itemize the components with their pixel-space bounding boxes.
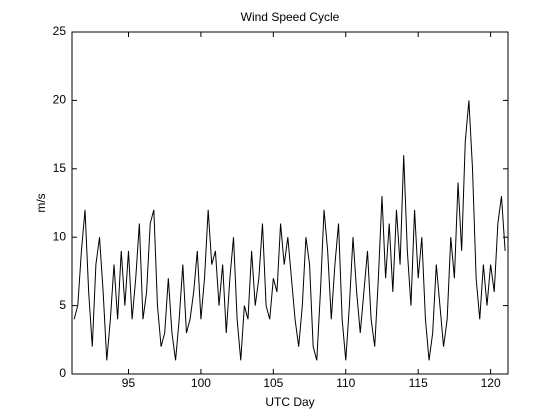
y-tick-label: 0 bbox=[59, 366, 66, 380]
x-tick-label: 110 bbox=[336, 376, 355, 390]
x-tick-label: 95 bbox=[122, 376, 136, 390]
y-tick-label: 5 bbox=[59, 298, 66, 312]
x-tick-label: 120 bbox=[481, 376, 501, 390]
y-tick-label: 20 bbox=[53, 93, 67, 107]
x-tick-label: 105 bbox=[263, 376, 283, 390]
x-axis-label: UTC Day bbox=[265, 395, 314, 409]
x-tick-label: 115 bbox=[409, 376, 428, 390]
chart-title: Wind Speed Cycle bbox=[241, 10, 340, 24]
y-axis-label: m/s bbox=[34, 193, 48, 212]
data-line bbox=[73, 100, 506, 361]
y-tick-label: 15 bbox=[53, 161, 67, 175]
plot-area bbox=[71, 31, 509, 375]
x-tick-label: 100 bbox=[191, 376, 211, 390]
y-tick-label: 10 bbox=[53, 229, 67, 243]
y-tick-label: 25 bbox=[53, 24, 67, 38]
